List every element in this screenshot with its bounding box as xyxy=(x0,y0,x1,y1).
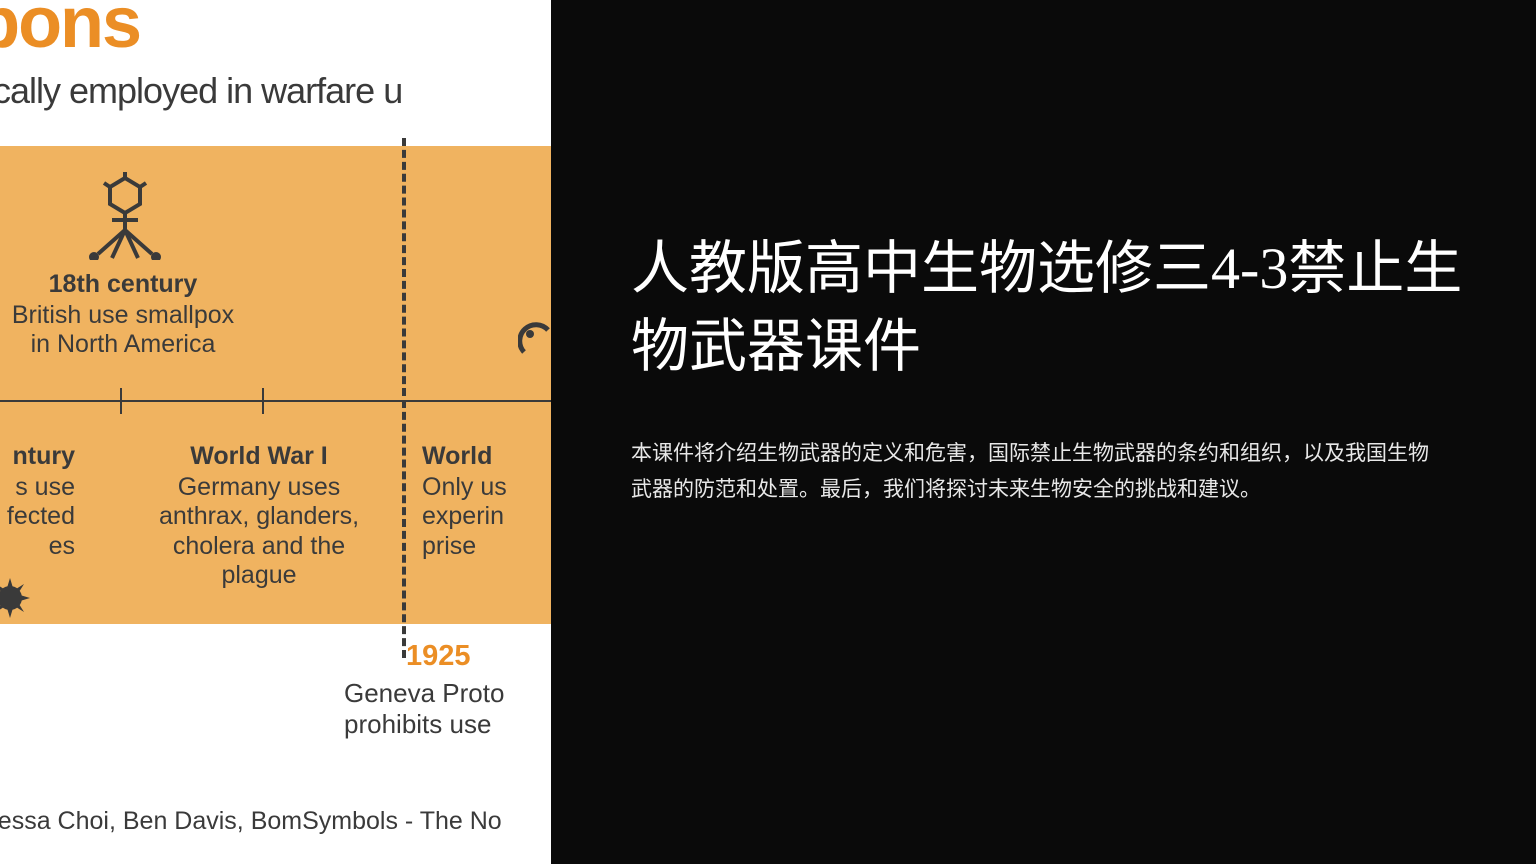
infographic-title: eapons xyxy=(0,0,140,64)
timeline-tick xyxy=(262,388,264,414)
timeline-era-divider xyxy=(402,138,406,658)
slide-description: 本课件将介绍生物武器的定义和危害，国际禁止生物武器的条约和组织，以及我国生物武器… xyxy=(631,435,1441,509)
partial-circle-icon xyxy=(518,322,551,360)
infographic-subtitle: storically employed in warfare u xyxy=(0,70,402,112)
entry-title: World xyxy=(422,442,551,471)
infographic-panel: eapons storically employed in warfare u xyxy=(0,0,551,864)
phage-virus-icon xyxy=(80,172,170,260)
entry-desc: Only us experin prise xyxy=(422,473,551,562)
text-panel: 人教版高中生物选修三4-3禁止生物武器课件 本课件将介绍生物武器的定义和危害，国… xyxy=(551,0,1536,864)
timeline-entry-world-partial: World Only us experin prise xyxy=(422,442,551,561)
timeline-geneva-desc: Geneva Proto prohibits use xyxy=(344,678,504,740)
timeline-entry-ww1: World War I Germany uses anthrax, glande… xyxy=(130,442,388,591)
slide-title: 人教版高中生物选修三4-3禁止生物武器课件 xyxy=(631,230,1466,387)
infographic-credits: anessa Choi, Ben Davis, BomSymbols - The… xyxy=(0,807,502,836)
star-burst-icon xyxy=(0,576,32,620)
entry-title: World War I xyxy=(130,442,388,471)
entry-title: ntury xyxy=(0,442,75,471)
entry-title: 18th century xyxy=(7,270,239,299)
entry-desc: Germany uses anthrax, glanders, cholera … xyxy=(130,473,388,591)
timeline-tick xyxy=(120,388,122,414)
slide-container: eapons storically employed in warfare u xyxy=(0,0,1536,864)
timeline-year-1925: 1925 xyxy=(406,640,471,673)
timeline-axis xyxy=(0,400,551,402)
entry-desc: s use fected es xyxy=(0,473,75,562)
entry-desc: British use smallpox in North America xyxy=(7,301,239,360)
timeline-entry-18th-century: 18th century British use smallpox in Nor… xyxy=(7,270,239,360)
timeline-entry-partial-century: ntury s use fected es xyxy=(0,442,75,561)
